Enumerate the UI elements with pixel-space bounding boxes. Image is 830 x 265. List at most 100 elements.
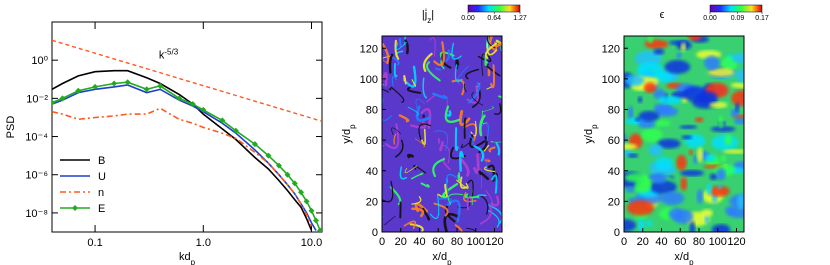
- heatmap-streak: [490, 64, 495, 89]
- heatmap-blob: [624, 133, 627, 144]
- heatmap-streak: [445, 49, 450, 62]
- series-marker: [232, 127, 239, 134]
- heatmap-streak: [433, 202, 449, 217]
- plot-frame: [51, 21, 323, 233]
- series-marker: [200, 106, 207, 113]
- heatmap-streak: [479, 204, 493, 225]
- heatmap-streak: [432, 158, 445, 178]
- heatmap-blob: [634, 117, 641, 122]
- heatmap-streak: [460, 158, 470, 177]
- heatmap-streak: [464, 193, 480, 199]
- heatmap-blob: [709, 173, 718, 181]
- x-tick-label: 20: [637, 236, 649, 248]
- y-tick-label: 20: [608, 196, 620, 208]
- y-tick-label: 10⁻²: [26, 93, 48, 105]
- heatmap-streak: [393, 62, 398, 78]
- x-tick-label: 120: [727, 236, 745, 248]
- x-tick-label: 10.0: [301, 237, 322, 249]
- heatmap-streak: [451, 79, 466, 96]
- colorbar-tick-label: 0.09: [731, 15, 745, 22]
- heatmap-streak: [434, 67, 442, 71]
- series-marker: [52, 99, 55, 106]
- heatmap-image: [382, 36, 502, 232]
- heatmap-streak: [494, 103, 502, 115]
- heatmap-blob: [626, 200, 655, 216]
- heatmap-blob: [638, 110, 660, 122]
- heatmap-streak: [391, 127, 401, 136]
- y-axis-label: y/dp: [583, 124, 599, 144]
- y-tick-label: 120: [360, 43, 378, 55]
- heatmap-streak: [468, 82, 481, 104]
- heatmap-streak: [421, 128, 426, 146]
- heatmap-streak: [398, 114, 410, 123]
- heatmap-blob: [634, 50, 663, 67]
- series-line: [52, 84, 317, 231]
- heatmap-streak: [382, 88, 389, 93]
- heatmap-streak: [477, 55, 492, 63]
- heatmap-blob: [733, 117, 744, 125]
- heatmap-blob: [657, 138, 681, 149]
- heatmap-streak: [382, 180, 394, 203]
- heatmap-blob: [648, 174, 659, 179]
- heatmap-streak: [413, 165, 427, 174]
- heatmap-image: [624, 36, 744, 232]
- heatmap-blob: [660, 191, 685, 206]
- x-tick-label: 80: [451, 236, 463, 248]
- heatmap-streak: [465, 68, 480, 80]
- series-marker: [124, 79, 131, 86]
- legend-label: B: [98, 155, 105, 167]
- panel-title: |j̇z|: [422, 8, 434, 24]
- heatmap-streak: [483, 166, 496, 173]
- heatmap-blob: [709, 185, 730, 197]
- heatmap-streak: [421, 207, 431, 221]
- heatmap-streak: [463, 123, 477, 141]
- heatmap-streak: [420, 182, 430, 188]
- heatmap-blob: [643, 82, 657, 93]
- heatmap-streak: [382, 72, 388, 87]
- x-axis-label: x/dp: [674, 251, 694, 265]
- heatmap-streak: [467, 179, 474, 199]
- series-marker: [303, 198, 310, 205]
- heatmap-blob: [725, 206, 737, 216]
- x-tick-label: 0: [379, 236, 385, 248]
- heatmap-blob: [701, 209, 713, 217]
- series-marker: [75, 87, 82, 94]
- x-tick-label: 80: [693, 236, 705, 248]
- y-tick-label: 20: [366, 196, 378, 208]
- heatmap-streak: [422, 52, 433, 73]
- y-tick-label: 60: [366, 135, 378, 147]
- heatmap-streak: [393, 133, 397, 145]
- heatmap-blob: [696, 189, 704, 204]
- heatmap-blob: [653, 88, 666, 100]
- heatmap-streak: [411, 196, 422, 205]
- colorbar-tick-label: 0.17: [755, 15, 769, 22]
- colorbar-tick-label: 1.27: [513, 15, 527, 22]
- x-tick-label: 0.1: [87, 237, 102, 249]
- heatmap-streak: [384, 215, 396, 226]
- heatmap-streak: [390, 86, 405, 103]
- heatmap-streak: [441, 144, 450, 164]
- heatmap-streak: [444, 105, 461, 123]
- heatmap-blob: [680, 42, 686, 52]
- heatmap-streak: [394, 39, 400, 60]
- heatmap-streak: [407, 106, 419, 116]
- x-axis-label: kdp: [179, 251, 196, 265]
- heatmap-streak: [398, 37, 402, 48]
- heatmap-streak: [487, 204, 502, 224]
- heatmap-streak: [454, 64, 463, 83]
- heatmap-blob: [680, 176, 688, 191]
- heatmap-streak: [451, 42, 462, 60]
- y-tick-label: 10⁰: [31, 55, 48, 67]
- series-marker: [157, 82, 164, 89]
- heatmap-streak: [473, 153, 480, 174]
- legend-label: n: [98, 187, 104, 199]
- y-axis-label-sub: p: [348, 124, 357, 129]
- heatmap-streak: [481, 110, 487, 124]
- heatmap-streak: [445, 173, 457, 194]
- series-marker: [291, 180, 298, 187]
- heatmap-blob: [647, 36, 654, 44]
- heatmap-streak: [414, 138, 426, 148]
- series-marker: [251, 141, 258, 148]
